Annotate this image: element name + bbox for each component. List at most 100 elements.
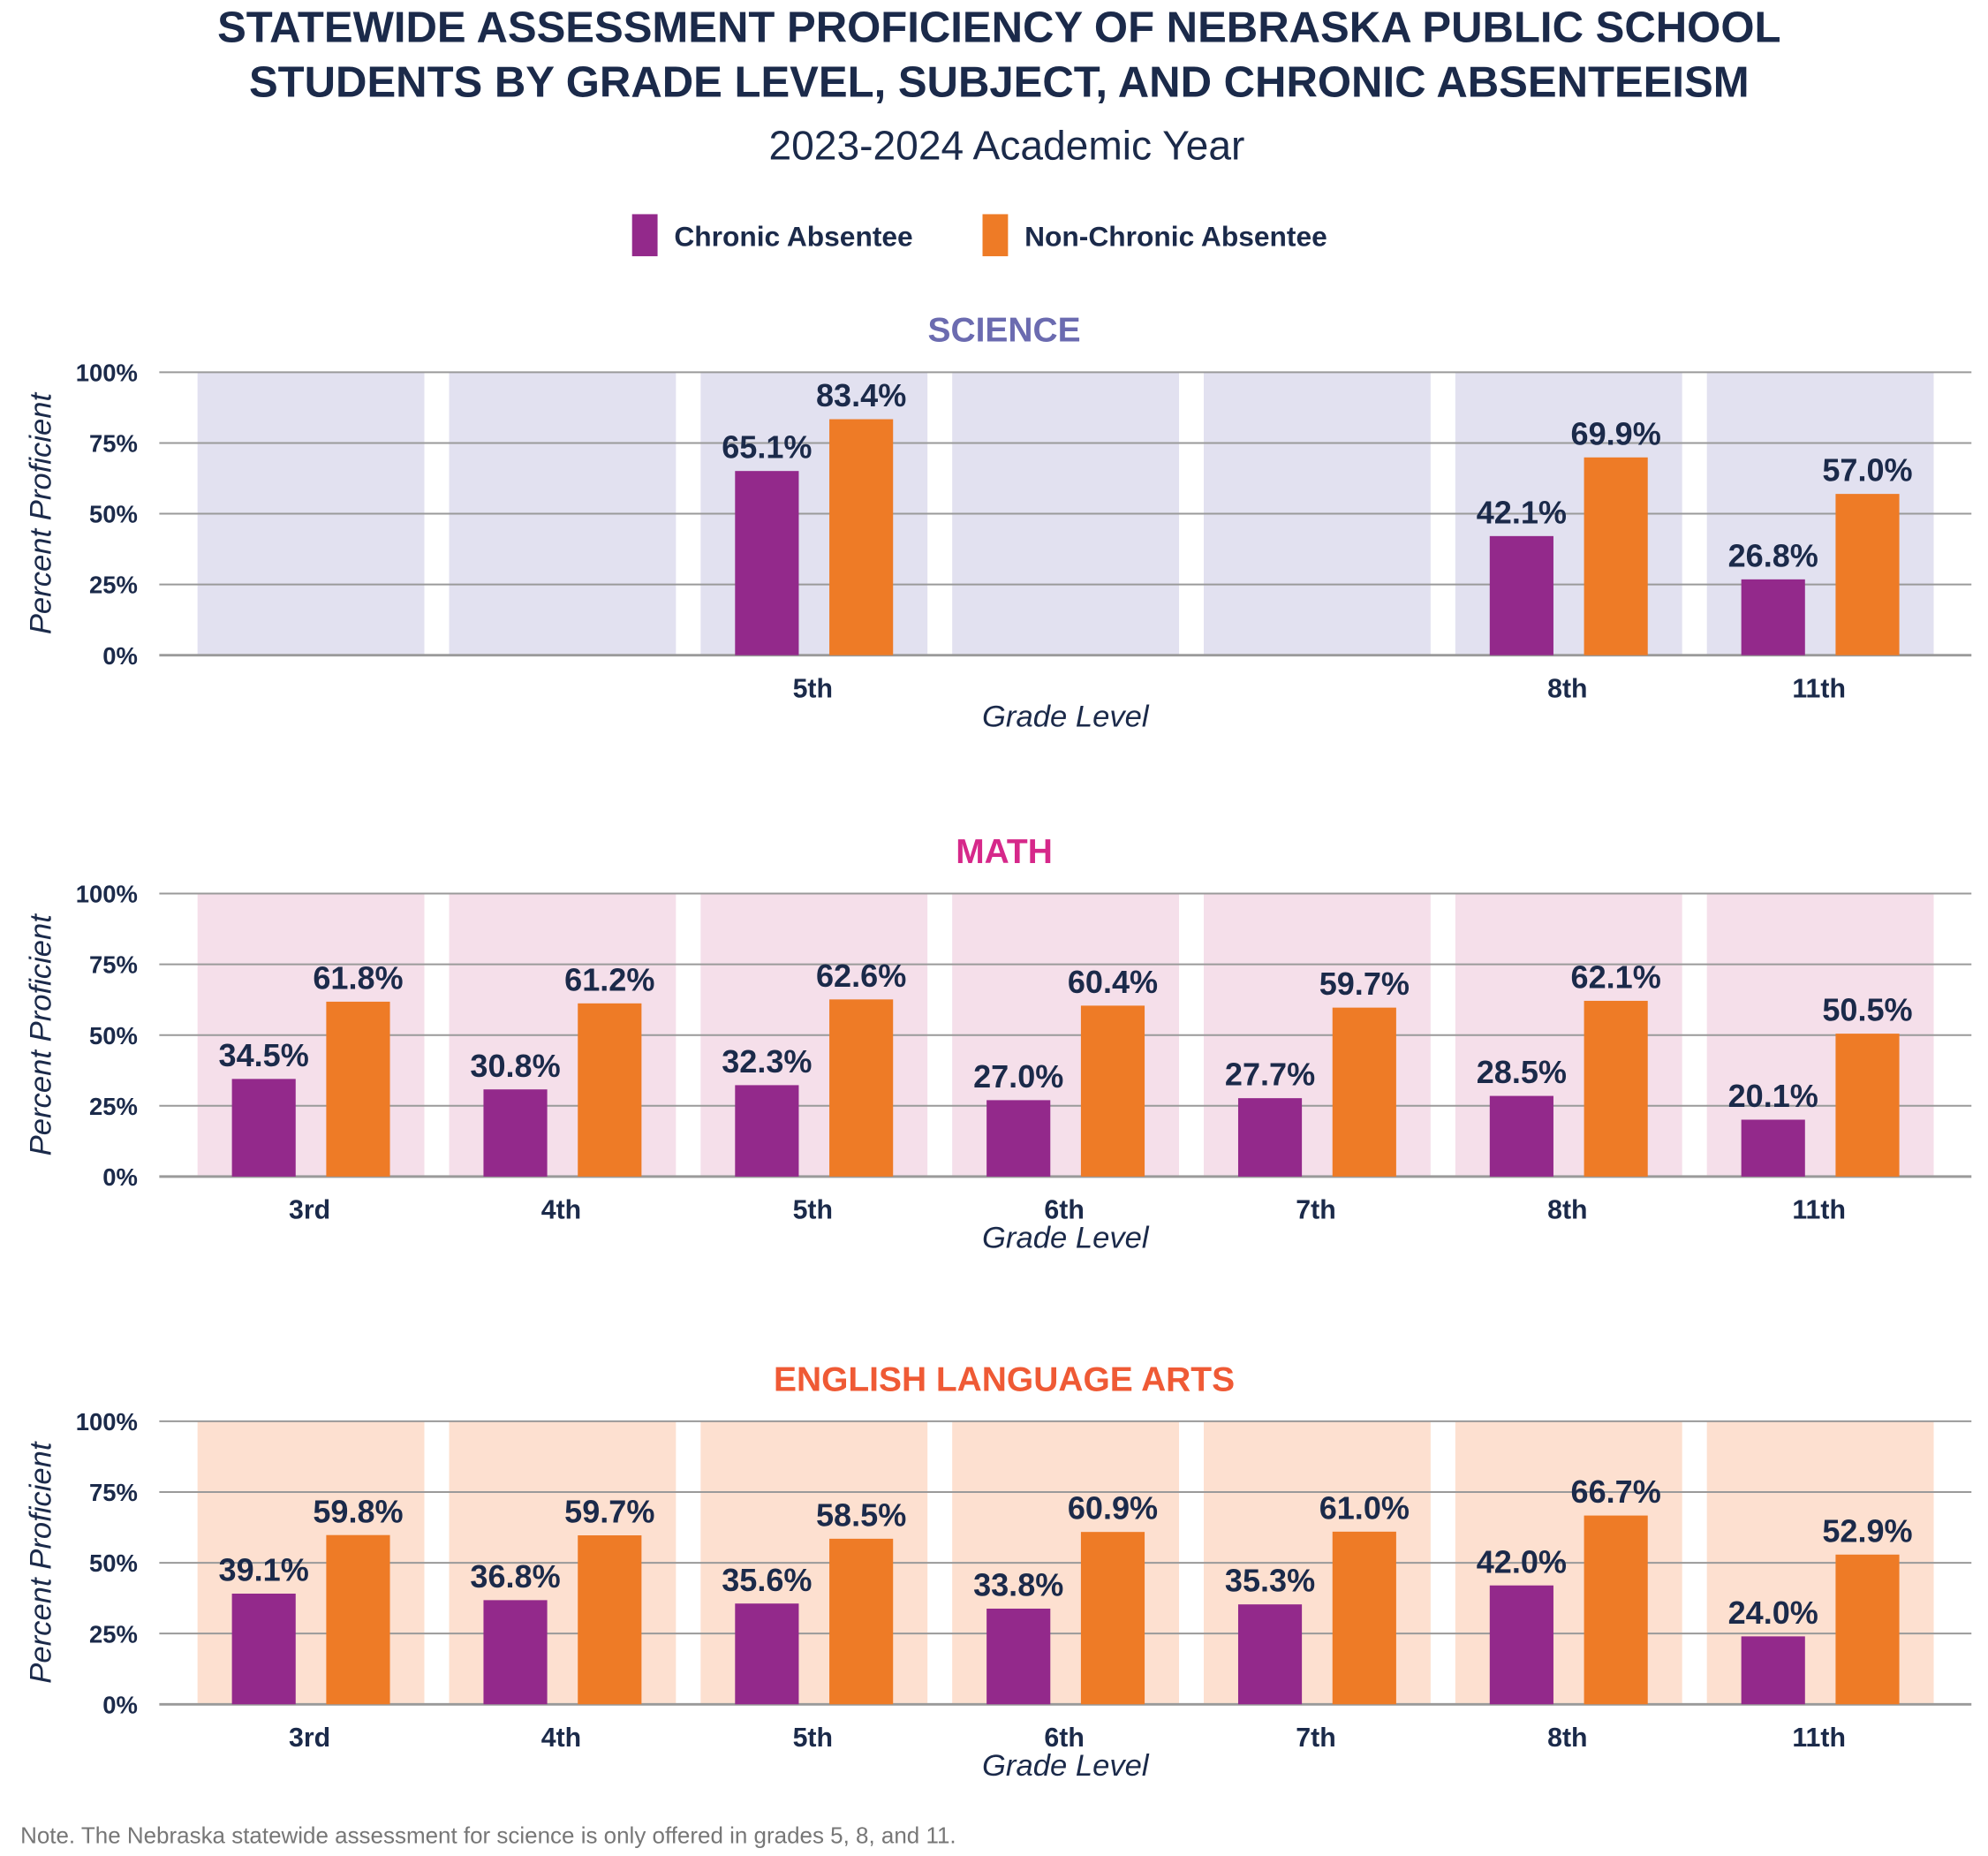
x-tick-label: 11th bbox=[1792, 674, 1846, 703]
x-tick-label: 5th bbox=[793, 1723, 833, 1753]
x-tick-label: 8th bbox=[1547, 674, 1587, 703]
chart-title-line-2: STUDENTS BY GRADE LEVEL, SUBJECT, AND CH… bbox=[249, 59, 1750, 107]
y-tick-label: 50% bbox=[89, 1549, 138, 1577]
chart-title-line-1: STATEWIDE ASSESSMENT PROFICIENCY OF NEBR… bbox=[217, 4, 1780, 52]
bar-chronic bbox=[735, 471, 799, 655]
bar-chronic bbox=[1489, 1095, 1553, 1177]
y-tick-label: 50% bbox=[89, 1022, 138, 1049]
data-label: 62.1% bbox=[1571, 959, 1661, 996]
x-axis-label: Grade Level bbox=[982, 1222, 1150, 1255]
data-label: 62.6% bbox=[816, 958, 906, 994]
y-tick-label: 25% bbox=[89, 1093, 138, 1120]
legend: Chronic Absentee Non-Chronic Absentee bbox=[631, 214, 1327, 257]
data-label: 35.6% bbox=[722, 1562, 812, 1598]
data-label: 66.7% bbox=[1571, 1473, 1661, 1510]
y-tick-label: 75% bbox=[89, 430, 138, 458]
panel-title: ENGLISH LANGUAGE ARTS bbox=[774, 1360, 1235, 1398]
data-label: 50.5% bbox=[1822, 992, 1912, 1028]
chart-subtitle: 2023-2024 Academic Year bbox=[768, 122, 1244, 168]
x-tick-label: 5th bbox=[793, 674, 833, 703]
bar-non-chronic bbox=[578, 1535, 642, 1705]
data-label: 58.5% bbox=[816, 1496, 906, 1533]
bar-non-chronic bbox=[1080, 1532, 1145, 1705]
x-tick-label: 11th bbox=[1792, 1723, 1846, 1753]
panel-title: MATH bbox=[956, 833, 1053, 871]
bar-chronic bbox=[986, 1100, 1051, 1177]
legend-swatch-chronic bbox=[631, 214, 658, 257]
data-label: 26.8% bbox=[1728, 537, 1818, 573]
y-tick-label: 75% bbox=[89, 951, 138, 979]
legend-label-non-chronic: Non-Chronic Absentee bbox=[1024, 221, 1327, 253]
y-tick-label: 25% bbox=[89, 1620, 138, 1648]
data-label: 36.8% bbox=[470, 1558, 560, 1595]
data-label: 27.7% bbox=[1225, 1057, 1315, 1093]
x-tick-label: 4th bbox=[541, 1723, 581, 1753]
data-label: 30.8% bbox=[470, 1048, 560, 1084]
y-tick-label: 100% bbox=[76, 881, 138, 908]
y-axis-label: Percent Proficient bbox=[25, 913, 58, 1156]
x-tick-label: 6th bbox=[1044, 1195, 1084, 1224]
bar-chronic bbox=[735, 1085, 799, 1177]
bar-chronic bbox=[231, 1079, 296, 1177]
y-tick-label: 100% bbox=[76, 1408, 138, 1436]
data-label: 59.7% bbox=[564, 1494, 654, 1530]
y-axis-label: Percent Proficient bbox=[25, 1441, 58, 1684]
bar-chronic bbox=[483, 1089, 548, 1177]
bar-non-chronic bbox=[1080, 1005, 1145, 1177]
bar-non-chronic bbox=[1332, 1007, 1396, 1177]
bar-non-chronic bbox=[326, 1001, 390, 1177]
x-tick-label: 3rd bbox=[289, 1723, 330, 1753]
bar-chronic bbox=[986, 1608, 1051, 1705]
y-tick-label: 50% bbox=[89, 501, 138, 528]
y-tick-label: 0% bbox=[102, 1163, 138, 1191]
x-tick-label: 7th bbox=[1296, 1723, 1335, 1753]
bar-non-chronic bbox=[829, 999, 894, 1177]
data-label: 34.5% bbox=[219, 1037, 309, 1073]
bar-non-chronic bbox=[578, 1003, 642, 1177]
bar-chronic bbox=[1741, 579, 1805, 655]
data-label: 60.9% bbox=[1068, 1490, 1158, 1526]
x-tick-label: 6th bbox=[1044, 1723, 1084, 1753]
bar-non-chronic bbox=[1835, 1554, 1900, 1705]
bar-chronic bbox=[1237, 1604, 1303, 1705]
data-label: 20.1% bbox=[1728, 1078, 1818, 1114]
x-tick-label: 4th bbox=[541, 1195, 581, 1224]
data-label: 61.2% bbox=[564, 961, 654, 997]
bar-chronic bbox=[1237, 1098, 1303, 1177]
bar-chronic bbox=[1741, 1119, 1805, 1177]
data-label: 35.3% bbox=[1225, 1563, 1315, 1599]
data-label: 42.0% bbox=[1477, 1543, 1567, 1579]
y-tick-label: 0% bbox=[102, 642, 138, 670]
data-label: 28.5% bbox=[1477, 1054, 1567, 1090]
bar-non-chronic bbox=[829, 1538, 894, 1705]
data-label: 69.9% bbox=[1571, 415, 1661, 451]
panel-title: SCIENCE bbox=[927, 312, 1080, 350]
bar-non-chronic bbox=[829, 419, 894, 655]
x-tick-label: 8th bbox=[1547, 1723, 1587, 1753]
panel-science: SCIENCE 0% 25% 50% 75% 100% Percent Proficient… bbox=[25, 312, 1972, 734]
bar-non-chronic bbox=[1332, 1531, 1396, 1705]
bar-non-chronic bbox=[1584, 457, 1648, 655]
data-label: 65.1% bbox=[722, 429, 812, 466]
y-tick-label: 25% bbox=[89, 572, 138, 599]
y-tick-label: 75% bbox=[89, 1479, 138, 1506]
data-label: 57.0% bbox=[1822, 452, 1912, 489]
bar-chronic bbox=[483, 1600, 548, 1705]
data-label: 24.0% bbox=[1728, 1595, 1818, 1631]
data-label: 83.4% bbox=[816, 377, 906, 413]
x-tick-label: 5th bbox=[793, 1195, 833, 1224]
data-label: 32.3% bbox=[722, 1043, 812, 1080]
x-axis-label: Grade Level bbox=[982, 1749, 1150, 1783]
bar-chronic bbox=[1489, 535, 1553, 655]
data-label: 27.0% bbox=[973, 1058, 1063, 1095]
bar-chronic bbox=[1741, 1636, 1805, 1705]
panel-math: MATH 0% 25% 50% 75% 100% Percent Proficient Gra… bbox=[25, 833, 1972, 1255]
bar-chronic bbox=[231, 1594, 296, 1705]
data-label: 33.8% bbox=[973, 1567, 1063, 1603]
data-label: 60.4% bbox=[1068, 964, 1158, 1000]
x-tick-label: 7th bbox=[1296, 1195, 1335, 1224]
bar-non-chronic bbox=[1584, 1000, 1648, 1177]
data-label: 42.1% bbox=[1477, 494, 1567, 530]
y-axis-label: Percent Proficient bbox=[25, 392, 58, 635]
